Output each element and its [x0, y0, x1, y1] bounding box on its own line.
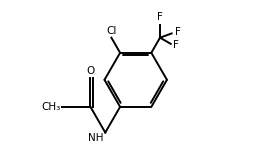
Text: F: F — [175, 27, 181, 37]
Text: F: F — [173, 40, 179, 50]
Text: Cl: Cl — [106, 26, 117, 36]
Text: O: O — [86, 66, 94, 76]
Text: NH: NH — [88, 133, 104, 143]
Text: CH₃: CH₃ — [41, 102, 60, 112]
Text: F: F — [157, 12, 163, 22]
